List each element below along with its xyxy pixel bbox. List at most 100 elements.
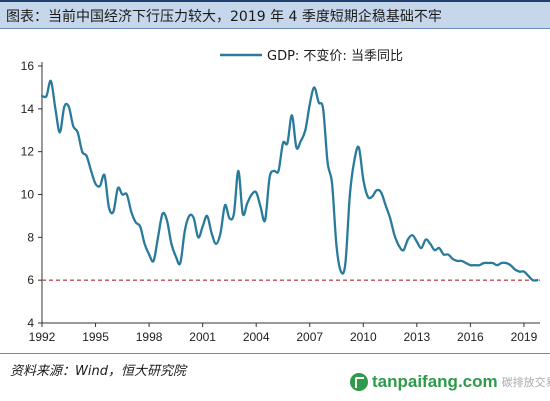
data-point [389, 217, 391, 219]
series-layer [40, 79, 539, 282]
data-point [478, 264, 480, 266]
data-point [161, 213, 164, 215]
y-tick-label: 10 [21, 188, 35, 202]
data-point [121, 193, 123, 196]
data-point [527, 275, 530, 277]
data-point [322, 108, 324, 110]
data-point [371, 196, 373, 198]
data-point [63, 106, 65, 108]
data-point [407, 238, 409, 241]
data-point [153, 260, 155, 262]
data-point [420, 247, 422, 249]
y-tick-label: 12 [21, 145, 35, 159]
data-point [295, 146, 297, 148]
data-point [99, 185, 101, 187]
data-point [126, 193, 128, 196]
data-point [451, 258, 454, 260]
data-point [496, 264, 498, 266]
data-point [112, 211, 114, 213]
data-point [309, 104, 311, 106]
data-point [474, 264, 476, 266]
data-point [251, 193, 253, 196]
data-point [353, 159, 355, 161]
data-point [443, 253, 445, 256]
data-point [264, 219, 266, 221]
data-point [438, 247, 440, 249]
watermark: tanpaifang.com 碳排放交易网 [350, 371, 550, 393]
data-point [327, 161, 329, 163]
x-tick-label: 2019 [511, 330, 538, 344]
data-point [77, 131, 79, 133]
source-rule [0, 353, 550, 354]
data-point [224, 204, 226, 206]
y-tick-label: 14 [21, 102, 35, 116]
data-point [157, 236, 159, 238]
data-point [367, 196, 369, 198]
data-point [291, 114, 293, 116]
data-point [139, 226, 141, 228]
data-point [411, 234, 413, 236]
gdp-line-chart: 4 6 8 10 12 14 16 1992 1995 1998 2001 2004 2007 2010 2… [21, 48, 540, 344]
data-point [179, 262, 181, 264]
data-point [81, 151, 83, 153]
data-point [188, 215, 190, 217]
x-tick-label: 1998 [136, 330, 163, 344]
watermark-text: tanpaifang.com [372, 372, 498, 391]
x-tick-label: 2007 [296, 330, 323, 344]
data-point [228, 217, 230, 219]
axes: 4 6 8 10 12 14 16 1992 1995 1998 2001 2004 2007 2010 2… [21, 59, 540, 344]
y-tick-label: 16 [21, 59, 35, 73]
data-point [108, 206, 110, 208]
data-point [402, 249, 405, 251]
data-point [380, 191, 382, 193]
data-point [465, 262, 467, 264]
series-line [40, 79, 539, 282]
data-point [518, 271, 521, 273]
data-point [313, 86, 315, 88]
data-point [335, 245, 338, 247]
data-point [362, 178, 364, 181]
data-point [492, 262, 494, 264]
data-point [447, 253, 449, 256]
legend-label: GDP: 不变价: 当季同比 [267, 48, 403, 64]
data-point [398, 245, 400, 247]
data-point [219, 232, 222, 234]
data-point [41, 95, 43, 97]
data-point [242, 213, 244, 215]
data-point [103, 174, 106, 176]
data-point [358, 146, 360, 148]
data-point [68, 106, 70, 108]
x-tick-label: 1995 [82, 330, 109, 344]
x-tick-label: 2016 [457, 330, 484, 344]
leaf-logo-icon [350, 373, 368, 391]
data-point [483, 262, 485, 264]
data-point [501, 262, 503, 264]
data-point [523, 271, 525, 273]
data-point [135, 221, 137, 223]
data-point [318, 101, 320, 103]
data-point [90, 170, 92, 172]
data-point [202, 226, 204, 228]
title-rule [0, 28, 550, 29]
data-point [282, 142, 284, 144]
data-point [277, 170, 280, 172]
y-tick-label: 8 [27, 230, 34, 244]
top-rule [0, 0, 550, 2]
data-point [505, 262, 507, 264]
data-point [536, 279, 538, 281]
data-point [273, 170, 275, 172]
data-point [269, 176, 271, 178]
x-tick-label: 1992 [29, 330, 56, 344]
data-point [184, 230, 186, 232]
data-point [246, 202, 248, 204]
data-point [117, 187, 119, 189]
data-point [72, 125, 74, 127]
legend: GDP: 不变价: 当季同比 [220, 48, 403, 64]
data-point [469, 264, 471, 266]
data-point [340, 271, 342, 273]
data-point [456, 260, 458, 262]
data-point [487, 262, 489, 264]
data-point [130, 211, 132, 213]
data-point [434, 249, 436, 251]
data-point [349, 193, 351, 196]
